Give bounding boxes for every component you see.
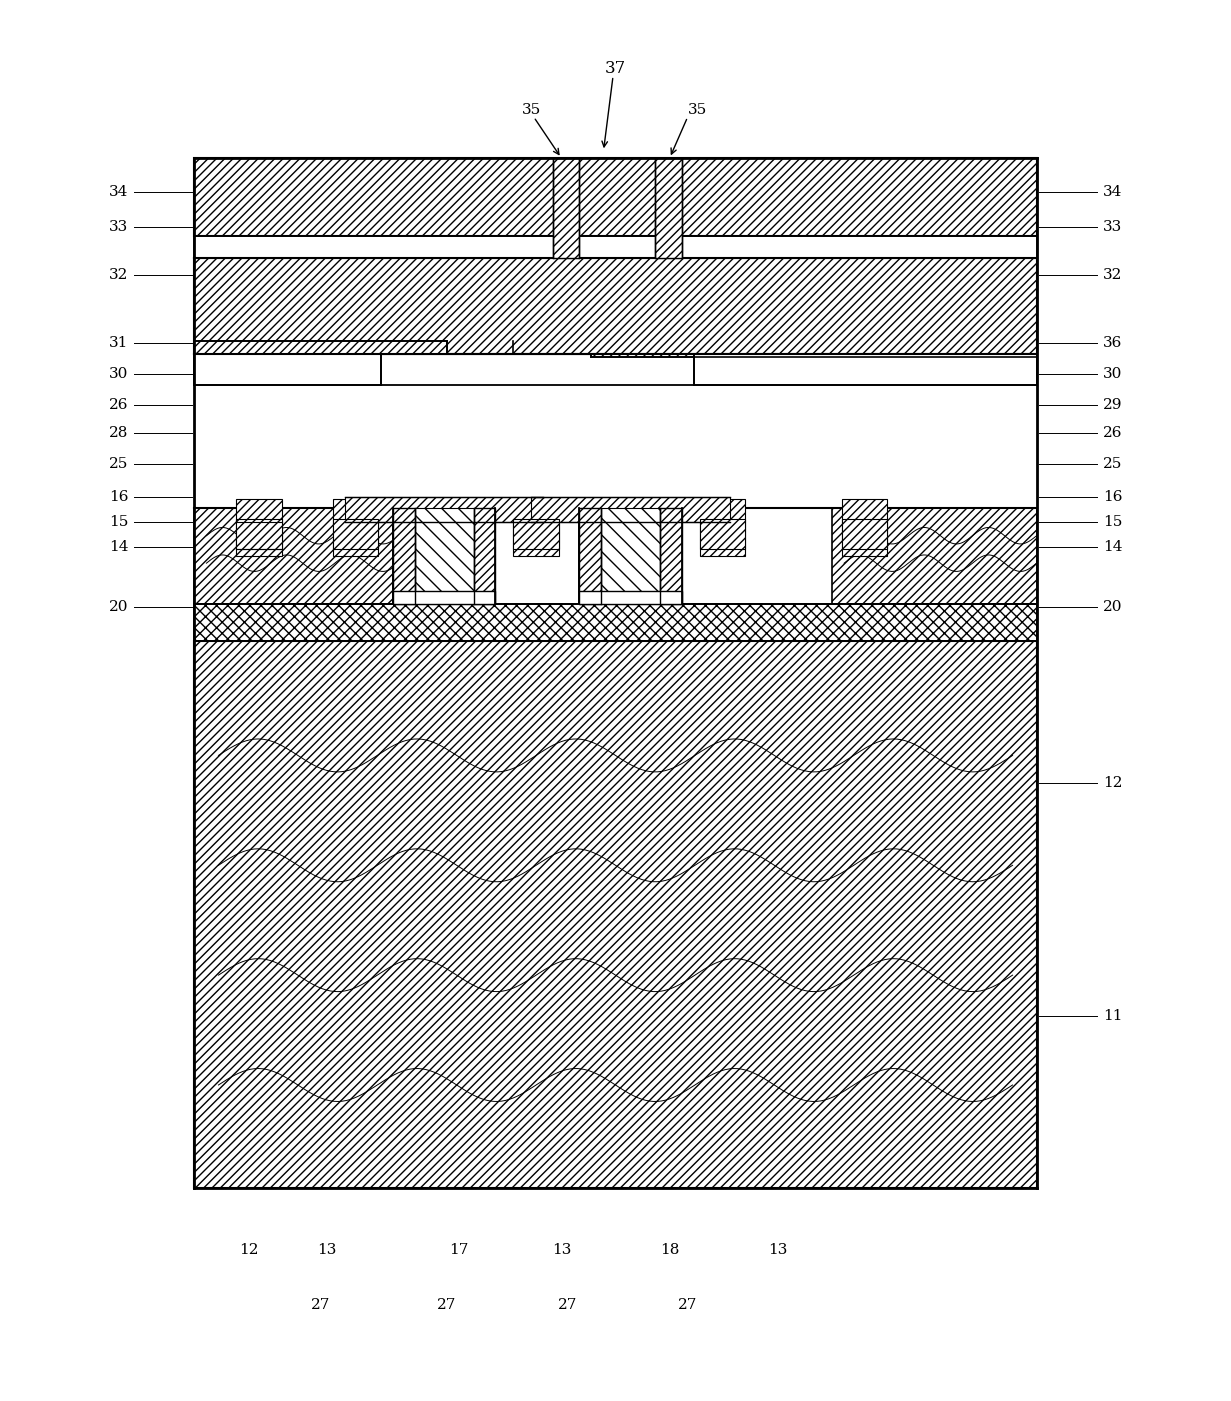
Bar: [345, 497, 543, 523]
Text: 31: 31: [108, 336, 128, 350]
Bar: [194, 258, 1037, 354]
Bar: [194, 354, 380, 385]
Bar: [236, 499, 282, 556]
Bar: [332, 520, 378, 549]
Bar: [474, 509, 495, 604]
Text: 13: 13: [768, 1243, 788, 1257]
Text: 27: 27: [311, 1297, 330, 1311]
Bar: [601, 509, 660, 604]
Text: 17: 17: [449, 1243, 469, 1257]
Bar: [842, 520, 888, 549]
Text: 36: 36: [1103, 336, 1123, 350]
Text: 29: 29: [1103, 398, 1123, 412]
Bar: [699, 520, 746, 549]
Text: 27: 27: [437, 1297, 457, 1311]
Bar: [194, 340, 447, 354]
Text: 15: 15: [108, 516, 128, 530]
Text: 16: 16: [108, 490, 128, 504]
Text: 34: 34: [1103, 185, 1123, 199]
Text: 26: 26: [1103, 426, 1123, 440]
Text: 35: 35: [688, 104, 707, 118]
Bar: [580, 591, 682, 604]
Bar: [194, 604, 1037, 642]
Bar: [513, 499, 559, 556]
Bar: [393, 591, 495, 604]
Text: 27: 27: [678, 1297, 698, 1311]
Text: 30: 30: [108, 367, 128, 381]
Text: 32: 32: [108, 268, 128, 282]
Text: 30: 30: [1103, 367, 1123, 381]
Bar: [236, 520, 282, 549]
Bar: [553, 158, 580, 258]
Text: 33: 33: [1103, 220, 1121, 234]
Text: 35: 35: [522, 104, 540, 118]
Bar: [194, 509, 399, 604]
Bar: [580, 509, 601, 604]
Text: 14: 14: [108, 539, 128, 553]
Text: 12: 12: [1103, 776, 1123, 790]
Bar: [699, 499, 746, 556]
Text: 16: 16: [1103, 490, 1123, 504]
Bar: [194, 237, 1037, 258]
Text: 18: 18: [660, 1243, 680, 1257]
Bar: [513, 520, 559, 549]
Text: 25: 25: [1103, 457, 1123, 471]
Text: 12: 12: [239, 1243, 259, 1257]
Bar: [415, 509, 474, 604]
Bar: [832, 509, 1037, 604]
Text: 20: 20: [108, 600, 128, 614]
Bar: [393, 509, 415, 604]
Bar: [393, 509, 495, 604]
Text: 14: 14: [1103, 539, 1123, 553]
Bar: [194, 642, 1037, 1188]
Text: 32: 32: [1103, 268, 1123, 282]
Text: 15: 15: [1103, 516, 1123, 530]
Text: 37: 37: [604, 60, 627, 77]
Text: 25: 25: [108, 457, 128, 471]
Bar: [842, 499, 888, 556]
Text: 27: 27: [558, 1297, 577, 1311]
Text: 11: 11: [1103, 1009, 1123, 1023]
Text: 20: 20: [1103, 600, 1123, 614]
Text: 33: 33: [110, 220, 128, 234]
Text: 26: 26: [108, 398, 128, 412]
Text: 13: 13: [318, 1243, 336, 1257]
Bar: [532, 497, 730, 523]
Text: 34: 34: [108, 185, 128, 199]
Bar: [580, 509, 682, 604]
Text: 28: 28: [108, 426, 128, 440]
Text: 13: 13: [551, 1243, 571, 1257]
Bar: [660, 509, 682, 604]
Bar: [194, 158, 1037, 237]
Bar: [694, 354, 1037, 385]
Bar: [332, 499, 378, 556]
Bar: [655, 158, 682, 258]
Bar: [591, 354, 1037, 357]
